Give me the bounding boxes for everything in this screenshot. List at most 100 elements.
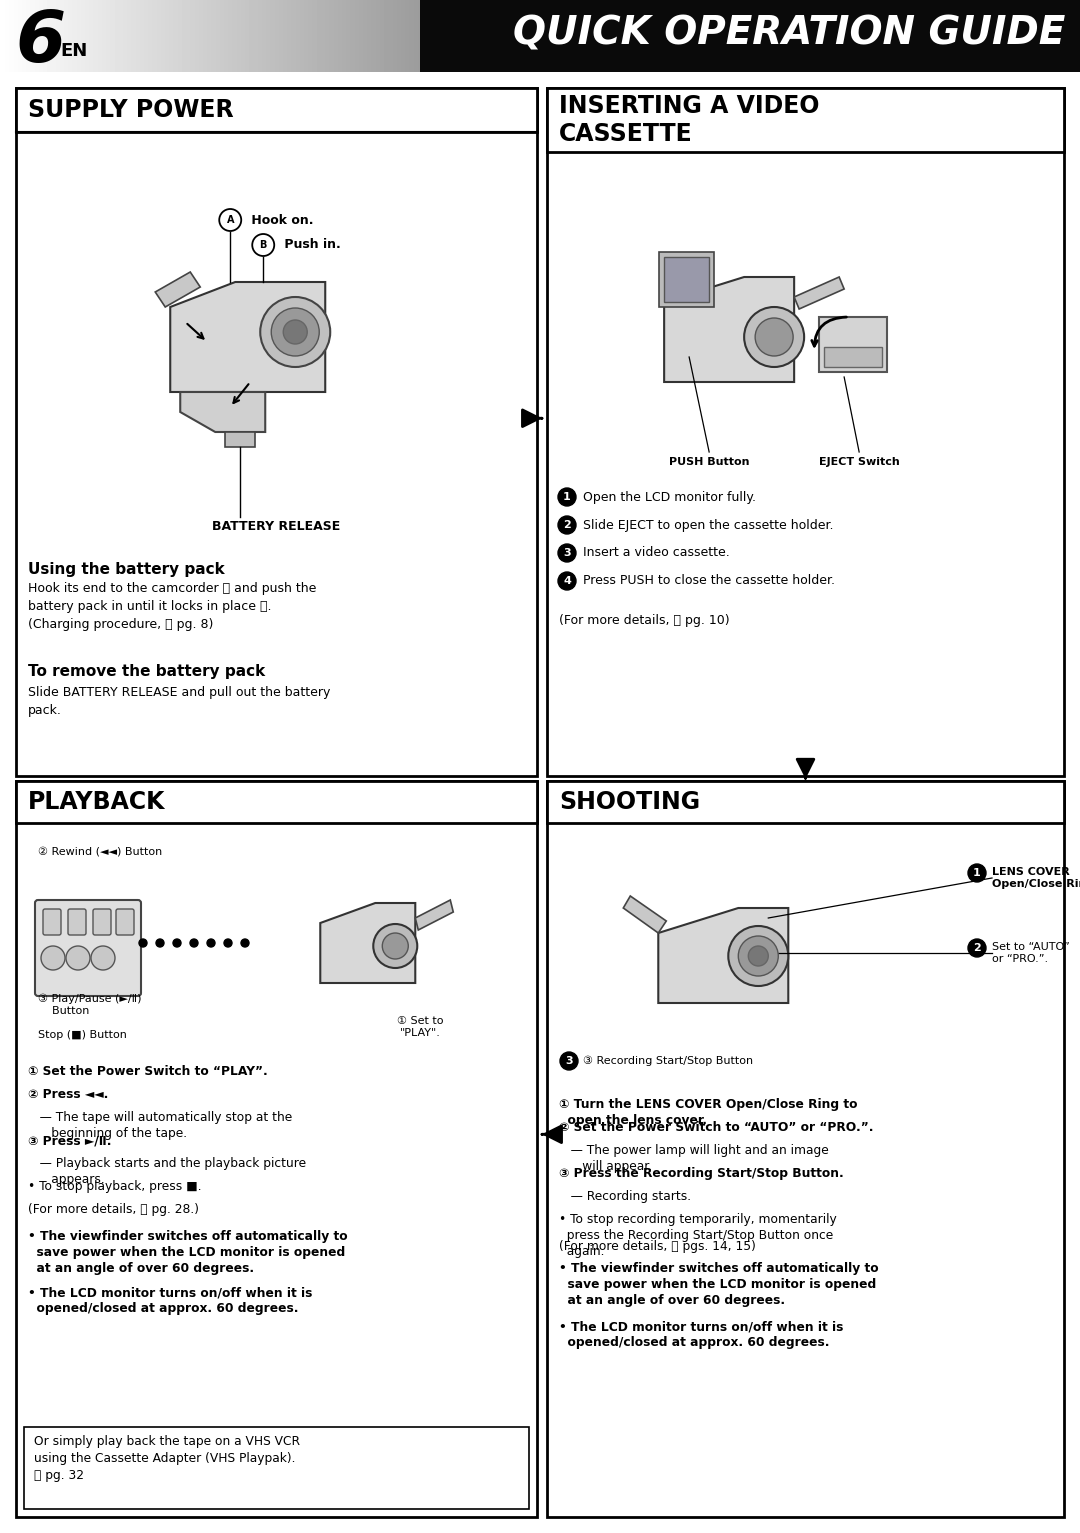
- FancyBboxPatch shape: [546, 87, 1064, 152]
- Circle shape: [271, 308, 320, 356]
- Text: (For more details, ␃ pg. 10): (For more details, ␃ pg. 10): [559, 615, 730, 627]
- Circle shape: [968, 865, 986, 881]
- FancyBboxPatch shape: [546, 780, 1064, 823]
- Polygon shape: [623, 895, 666, 934]
- Text: • To stop recording temporarily, momentarily
  press the Recording Start/Stop Bu: • To stop recording temporarily, momenta…: [559, 1213, 837, 1259]
- Text: ① Turn the LENS COVER Open/Close Ring to
  open the lens cover.: ① Turn the LENS COVER Open/Close Ring to…: [559, 1098, 858, 1127]
- Circle shape: [382, 934, 408, 960]
- Text: ③ Press the Recording Start/Stop Button.: ③ Press the Recording Start/Stop Button.: [559, 1167, 843, 1180]
- Polygon shape: [171, 282, 325, 392]
- Text: Slide BATTERY RELEASE and pull out the battery
pack.: Slide BATTERY RELEASE and pull out the b…: [28, 685, 330, 717]
- Polygon shape: [794, 277, 845, 310]
- Text: • The viewfinder switches off automatically to
  save power when the LCD monitor: • The viewfinder switches off automatica…: [28, 1229, 348, 1275]
- FancyBboxPatch shape: [68, 909, 86, 935]
- FancyBboxPatch shape: [35, 900, 141, 996]
- Text: LENS COVER
Open/Close Ring: LENS COVER Open/Close Ring: [993, 866, 1080, 889]
- FancyBboxPatch shape: [16, 780, 537, 1518]
- FancyBboxPatch shape: [819, 317, 887, 373]
- Text: 1: 1: [973, 868, 981, 878]
- Polygon shape: [416, 900, 454, 931]
- Circle shape: [755, 317, 793, 356]
- Text: — Recording starts.: — Recording starts.: [559, 1190, 691, 1203]
- Text: PUSH Button: PUSH Button: [669, 457, 750, 468]
- Text: Press PUSH to close the cassette holder.: Press PUSH to close the cassette holder.: [583, 575, 835, 587]
- Circle shape: [253, 235, 274, 256]
- Polygon shape: [659, 908, 788, 1003]
- Circle shape: [561, 1052, 578, 1070]
- Text: EJECT Switch: EJECT Switch: [819, 457, 900, 468]
- Text: ① Set to
"PLAY".: ① Set to "PLAY".: [397, 1015, 444, 1038]
- Circle shape: [728, 926, 788, 986]
- Text: • The viewfinder switches off automatically to
  save power when the LCD monitor: • The viewfinder switches off automatica…: [559, 1262, 879, 1308]
- Circle shape: [207, 940, 215, 947]
- Text: ③ Press ►/Ⅱ.: ③ Press ►/Ⅱ.: [28, 1134, 111, 1147]
- Text: • The LCD monitor turns on/off when it is
  opened/closed at approx. 60 degrees.: • The LCD monitor turns on/off when it i…: [559, 1320, 843, 1349]
- Text: Insert a video cassette.: Insert a video cassette.: [583, 546, 730, 560]
- Circle shape: [748, 946, 768, 966]
- Circle shape: [744, 307, 805, 366]
- Circle shape: [156, 940, 164, 947]
- Text: EN: EN: [60, 41, 87, 60]
- Circle shape: [968, 940, 986, 957]
- Text: 2: 2: [563, 520, 571, 530]
- Text: Push in.: Push in.: [280, 239, 341, 251]
- Text: 3: 3: [565, 1056, 572, 1065]
- Text: Open the LCD monitor fully.: Open the LCD monitor fully.: [583, 491, 756, 503]
- Circle shape: [41, 946, 65, 970]
- FancyBboxPatch shape: [93, 909, 111, 935]
- Text: PLAYBACK: PLAYBACK: [28, 789, 165, 814]
- Polygon shape: [226, 432, 255, 448]
- Text: ② Press ◄◄.: ② Press ◄◄.: [28, 1088, 108, 1101]
- FancyBboxPatch shape: [16, 780, 537, 823]
- FancyBboxPatch shape: [24, 1427, 529, 1508]
- Text: — Playback starts and the playback picture
      appears.: — Playback starts and the playback pictu…: [28, 1157, 306, 1187]
- Text: • The LCD monitor turns on/off when it is
  opened/closed at approx. 60 degrees.: • The LCD monitor turns on/off when it i…: [28, 1286, 312, 1315]
- Text: INSERTING A VIDEO
CASSETTE: INSERTING A VIDEO CASSETTE: [559, 94, 820, 146]
- Circle shape: [558, 544, 576, 563]
- Text: • To stop playback, press ■.: • To stop playback, press ■.: [28, 1180, 202, 1193]
- Polygon shape: [156, 271, 200, 307]
- Text: Hook its end to the camcorder Ⓐ and push the
battery pack in until it locks in p: Hook its end to the camcorder Ⓐ and push…: [28, 583, 316, 632]
- Text: Hook on.: Hook on.: [247, 213, 314, 227]
- FancyBboxPatch shape: [420, 0, 1080, 72]
- Circle shape: [739, 937, 779, 977]
- Text: Slide EJECT to open the cassette holder.: Slide EJECT to open the cassette holder.: [583, 518, 834, 532]
- Text: 1: 1: [563, 492, 571, 501]
- Text: 2: 2: [973, 943, 981, 954]
- Text: Set to “AUTO”
or “PRO.”.: Set to “AUTO” or “PRO.”.: [993, 941, 1070, 964]
- Text: BATTERY RELEASE: BATTERY RELEASE: [212, 521, 340, 533]
- FancyBboxPatch shape: [16, 87, 537, 132]
- Text: ② Set the Power Switch to “AUTO” or “PRO.”.: ② Set the Power Switch to “AUTO” or “PRO…: [559, 1121, 874, 1134]
- Text: ③ Play/Pause (►/Ⅱ)
    Button: ③ Play/Pause (►/Ⅱ) Button: [38, 993, 141, 1016]
- Text: Stop (■) Button: Stop (■) Button: [38, 1030, 126, 1039]
- FancyBboxPatch shape: [16, 87, 537, 776]
- Text: Using the battery pack: Using the battery pack: [28, 563, 225, 576]
- Text: SUPPLY POWER: SUPPLY POWER: [28, 98, 233, 123]
- Circle shape: [374, 924, 417, 967]
- Polygon shape: [180, 392, 266, 432]
- Text: — The tape will automatically stop at the
      beginning of the tape.: — The tape will automatically stop at th…: [28, 1111, 293, 1141]
- Text: — The power lamp will light and an image
      will appear.: — The power lamp will light and an image…: [559, 1144, 828, 1173]
- Circle shape: [283, 320, 307, 343]
- Circle shape: [66, 946, 90, 970]
- Circle shape: [224, 940, 232, 947]
- FancyBboxPatch shape: [664, 258, 710, 302]
- FancyBboxPatch shape: [546, 780, 1064, 1518]
- Circle shape: [173, 940, 181, 947]
- Text: (For more details, ␃ pg. 28.): (For more details, ␃ pg. 28.): [28, 1203, 199, 1216]
- Text: ① Set the Power Switch to “PLAY”.: ① Set the Power Switch to “PLAY”.: [28, 1065, 268, 1078]
- Circle shape: [139, 940, 147, 947]
- FancyBboxPatch shape: [824, 346, 882, 366]
- Text: QUICK OPERATION GUIDE: QUICK OPERATION GUIDE: [513, 15, 1065, 54]
- Circle shape: [558, 517, 576, 533]
- Text: 3: 3: [563, 547, 571, 558]
- Text: ③ Recording Start/Stop Button: ③ Recording Start/Stop Button: [583, 1056, 753, 1065]
- Polygon shape: [321, 903, 416, 983]
- Circle shape: [260, 297, 330, 366]
- Circle shape: [91, 946, 114, 970]
- FancyBboxPatch shape: [43, 909, 60, 935]
- Circle shape: [558, 487, 576, 506]
- Circle shape: [558, 572, 576, 590]
- Text: 6: 6: [15, 8, 65, 77]
- Polygon shape: [659, 251, 714, 307]
